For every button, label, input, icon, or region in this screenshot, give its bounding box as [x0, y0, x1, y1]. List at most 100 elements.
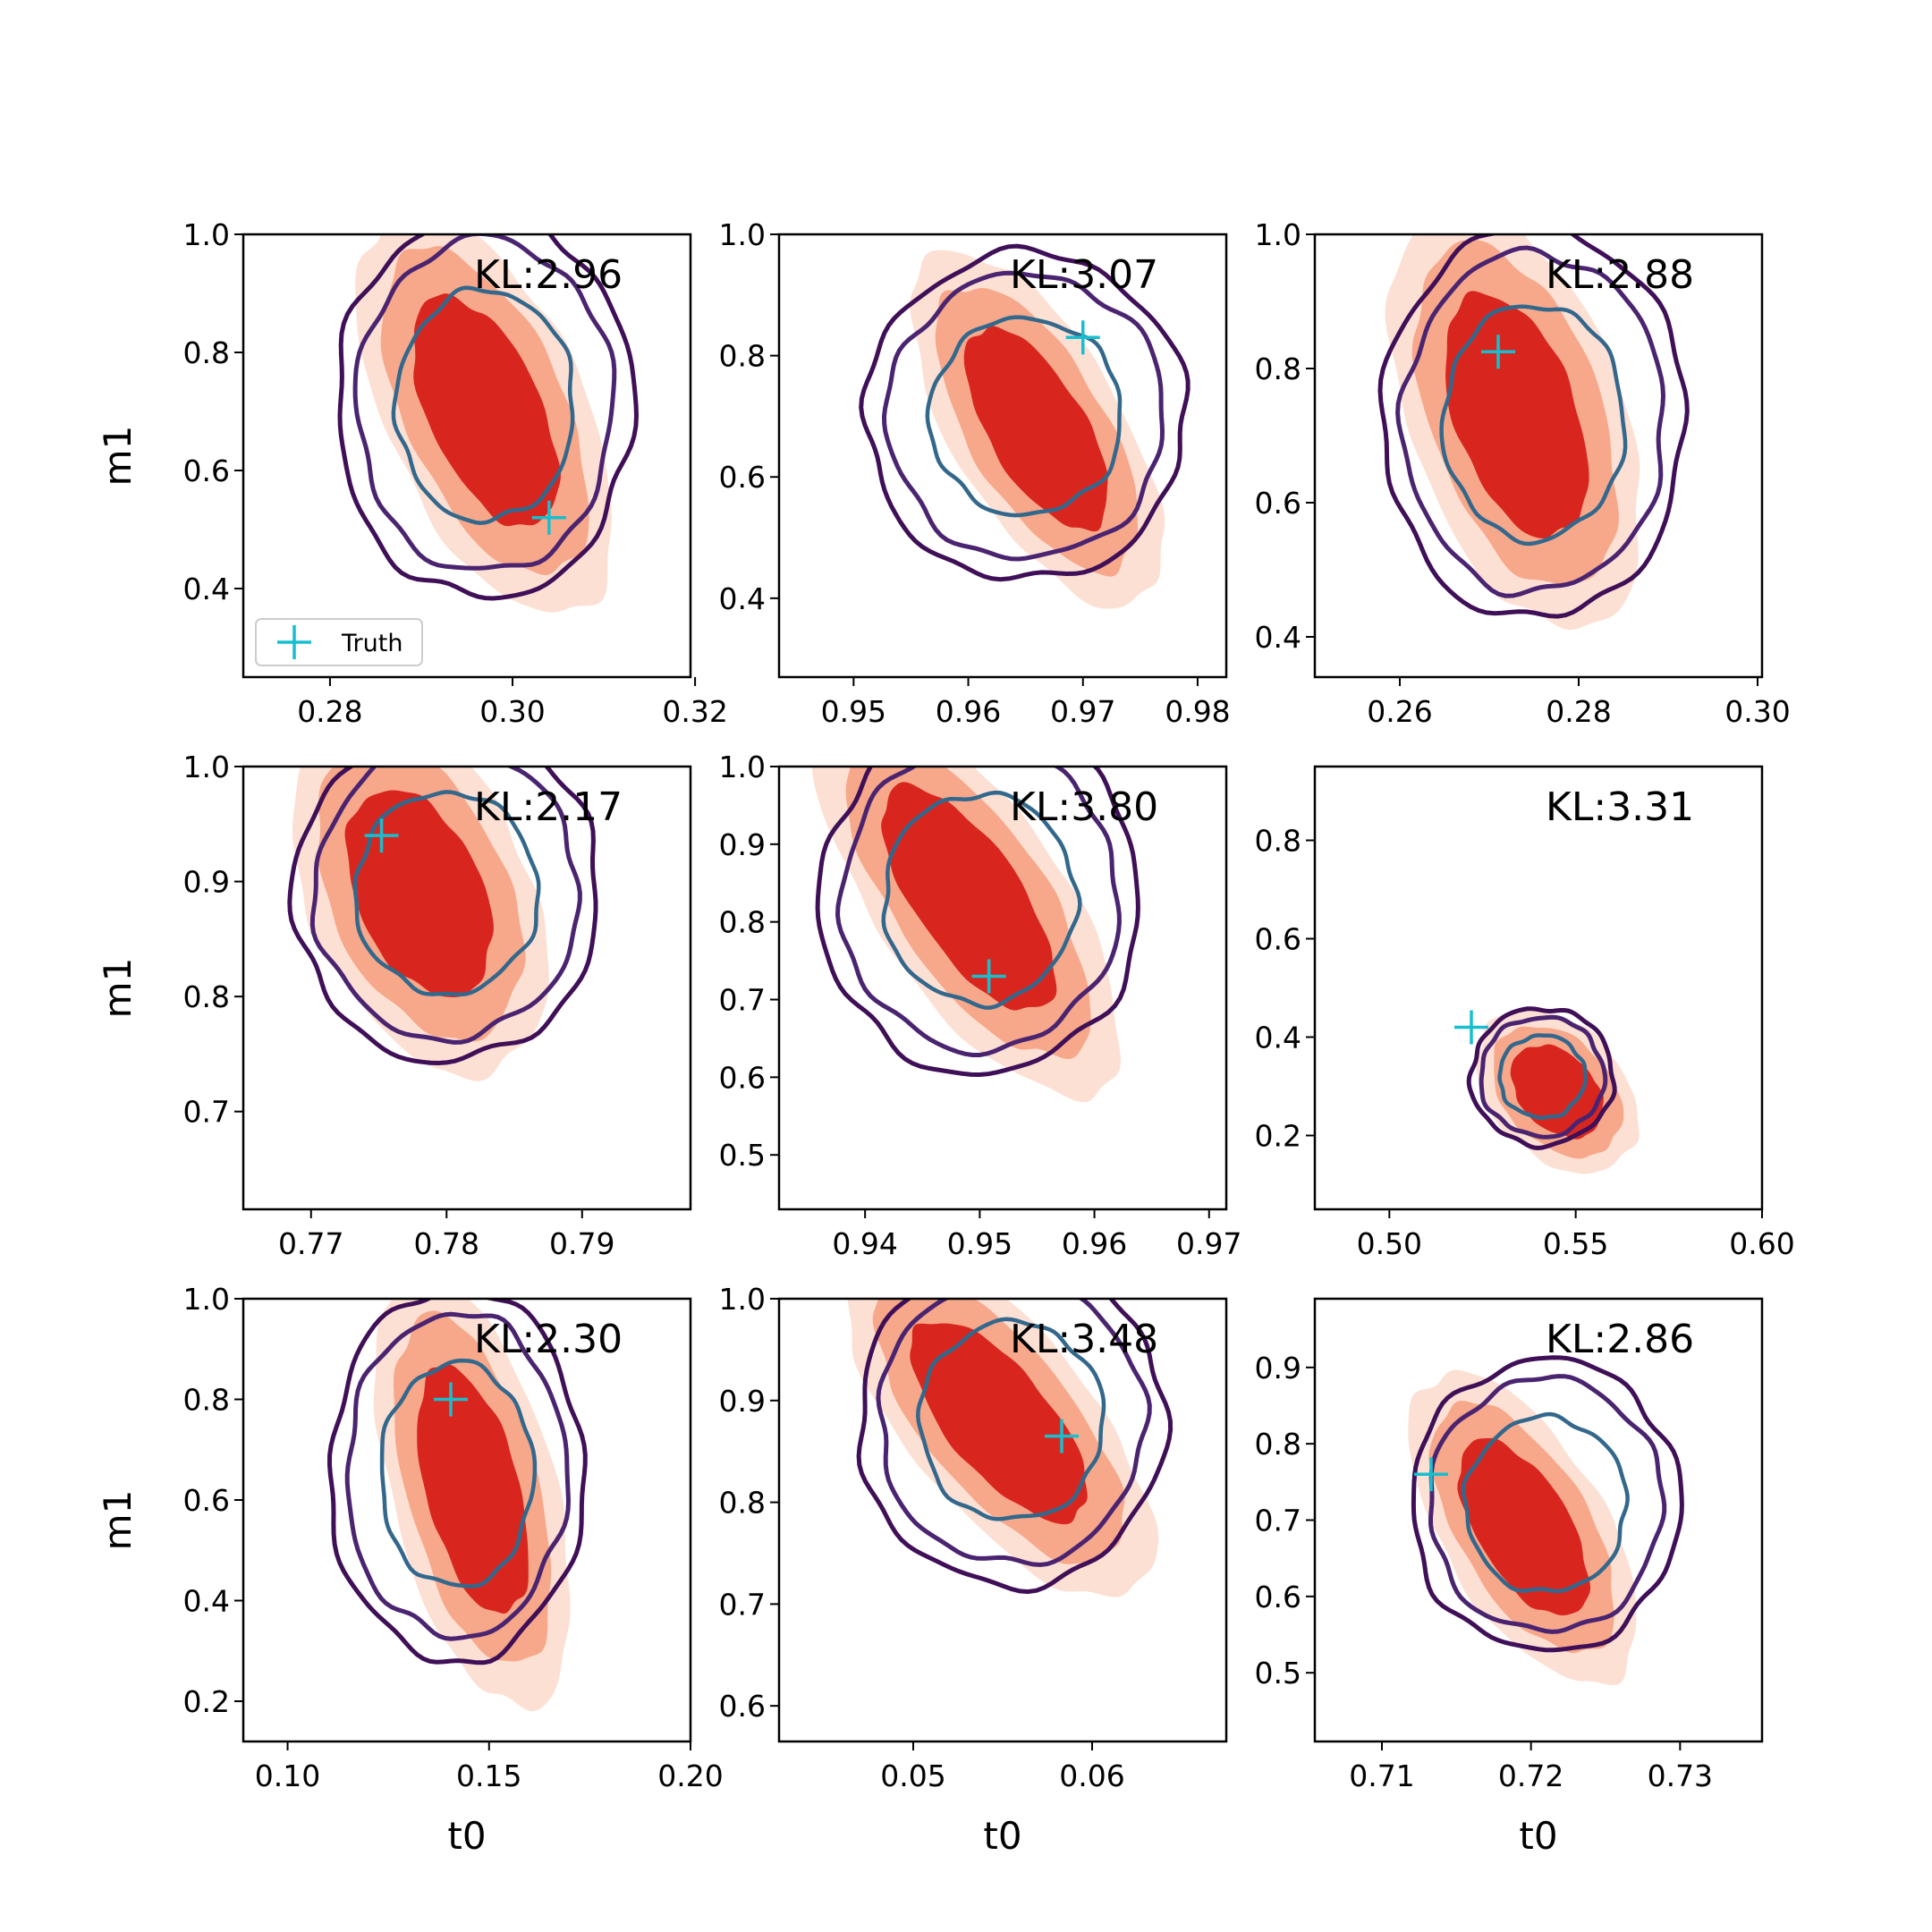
legend-box [255, 618, 423, 666]
kl-annotation: KL:2.88 [1546, 252, 1694, 298]
y-tick-label: 0.8 [183, 979, 230, 1014]
y-tick-label: 0.6 [1255, 922, 1301, 957]
y-tick-label: 0.8 [1255, 352, 1301, 386]
panel-4: 0.77 0.78 0.79 0.7 0.8 0.9 1.0 KL:2.17 m1 [96, 750, 692, 1261]
panel-7: 0.10 0.15 0.20 0.2 0.4 0.6 0.8 1.0 KL:2.30 m1 t0 [96, 1282, 724, 1858]
y-tick-label: 0.4 [183, 1584, 230, 1619]
plot-area [847, 1299, 1174, 1597]
axes-frame [1313, 765, 1764, 1211]
contour-line-3 [352, 790, 541, 997]
kl-annotation: KL:3.07 [1010, 252, 1158, 298]
x-tick-label: 0.28 [297, 694, 362, 729]
x-tick-label: 0.26 [1367, 694, 1432, 729]
kl-annotation: KL:3.48 [1010, 1317, 1158, 1362]
y-tick-label: 0.4 [1255, 1021, 1301, 1055]
x-tick-label: 0.05 [880, 1758, 945, 1793]
x-tick-label: 0.79 [549, 1226, 614, 1261]
contour-line-1 [815, 767, 1140, 1078]
density-fill-level-3 [413, 293, 561, 527]
x-tick-label: 0.50 [1357, 1226, 1422, 1261]
contour-line-3 [881, 790, 1082, 1010]
x-tick-label: 0.32 [662, 694, 727, 729]
density-fill-level-3 [910, 1323, 1088, 1525]
y-tick-label: 0.8 [183, 1383, 230, 1418]
legend: Truth [255, 618, 423, 666]
y-tick-label: 0.8 [1255, 824, 1301, 859]
kl-annotation: KL:2.30 [474, 1317, 623, 1362]
x-tick-label: 0.98 [1165, 694, 1230, 729]
axes-frame [242, 233, 692, 679]
contour-line-1 [326, 1299, 588, 1665]
x-tick-label: 0.72 [1498, 1758, 1563, 1793]
y-tick-label: 0.7 [1255, 1504, 1301, 1538]
density-fill-level-3 [963, 326, 1108, 532]
x-tick-label: 0.96 [936, 694, 1001, 729]
contour-line-1 [287, 767, 598, 1066]
x-tick-label: 0.30 [479, 694, 545, 729]
y-tick-label: 1.0 [183, 1282, 230, 1317]
y-tick-label: 1.0 [183, 750, 230, 784]
panel-1: 0.28 0.30 0.32 0.4 0.6 0.8 1.0 KL:2.96 m1 Truth [96, 217, 728, 729]
axes-frame [777, 1297, 1228, 1743]
contour-line-2 [344, 1311, 572, 1641]
truth-marker [1414, 1457, 1448, 1492]
kl-annotation: KL:2.17 [474, 784, 623, 830]
contour-line-2 [876, 1299, 1152, 1568]
truth-marker [531, 500, 566, 535]
y-tick-label: 0.7 [719, 1587, 766, 1622]
x-tick-label: 0.06 [1059, 1758, 1124, 1793]
x-tick-label: 0.28 [1546, 694, 1611, 729]
y-tick-label: 0.6 [1255, 1580, 1301, 1614]
x-tick-label: 0.95 [821, 694, 886, 729]
y-tick-label: 0.6 [719, 460, 766, 495]
y-tick-label: 1.0 [719, 217, 766, 252]
contour-line-3 [1497, 1033, 1588, 1120]
y-tick-label: 0.9 [183, 865, 230, 900]
kl-annotation: KL:2.86 [1546, 1317, 1694, 1362]
truth-marker [1045, 1419, 1079, 1453]
y-tick-label: 1.0 [719, 750, 766, 784]
x-tick-label: 0.71 [1349, 1758, 1414, 1793]
y-tick-label: 0.8 [719, 905, 766, 940]
contour-line-3 [925, 315, 1123, 518]
x-tick-label: 0.94 [832, 1226, 897, 1261]
x-tick-label: 0.30 [1724, 694, 1790, 729]
density-fill-level-3 [1457, 1437, 1590, 1616]
contour-line-2 [835, 767, 1122, 1057]
contour-line-2 [309, 767, 582, 1045]
axes-frame [242, 765, 692, 1211]
axes-frame [777, 765, 1228, 1211]
y-tick-label: 0.6 [719, 1060, 766, 1095]
contour-line-3 [1439, 304, 1628, 547]
x-tick-label: 0.95 [947, 1226, 1013, 1261]
y-tick-label: 0.5 [1255, 1656, 1301, 1690]
y-tick-label: 0.6 [183, 453, 230, 488]
legend-truth-marker [277, 625, 311, 659]
y-tick-label: 0.8 [719, 339, 766, 374]
y-tick-label: 0.6 [719, 1689, 766, 1724]
y-tick-label: 0.9 [1255, 1351, 1301, 1385]
panel-2: 0.95 0.96 0.97 0.98 0.4 0.6 0.8 1.0 KL:3.07 [719, 217, 1231, 729]
x-tick-label: 0.77 [278, 1226, 343, 1261]
y-tick-label: 0.8 [1255, 1427, 1301, 1462]
truth-marker [433, 1382, 468, 1417]
x-tick-label: 0.15 [456, 1758, 521, 1793]
contour-line-1 [1377, 234, 1690, 619]
x-tick-label: 0.96 [1062, 1226, 1127, 1261]
contour-line-3 [1461, 1411, 1630, 1594]
plot-area [1454, 1006, 1640, 1174]
y-tick-label: 0.5 [719, 1138, 766, 1173]
contour-line-2 [1428, 1374, 1667, 1634]
plot-area [1377, 234, 1690, 631]
y-tick-label: 1.0 [183, 217, 230, 252]
contour-line-2 [1479, 1014, 1608, 1140]
x-axis-label: t0 [983, 1814, 1021, 1858]
x-tick-label: 0.60 [1729, 1226, 1794, 1261]
y-axis-label: m1 [96, 958, 140, 1019]
density-fill-level-3 [881, 782, 1057, 1011]
y-tick-label: 0.9 [719, 827, 766, 862]
y-tick-label: 1.0 [719, 1282, 766, 1317]
panel-6: 0.50 0.55 0.60 0.2 0.4 0.6 0.8 KL:3.31 [1255, 765, 1795, 1261]
plot-area [287, 767, 598, 1081]
